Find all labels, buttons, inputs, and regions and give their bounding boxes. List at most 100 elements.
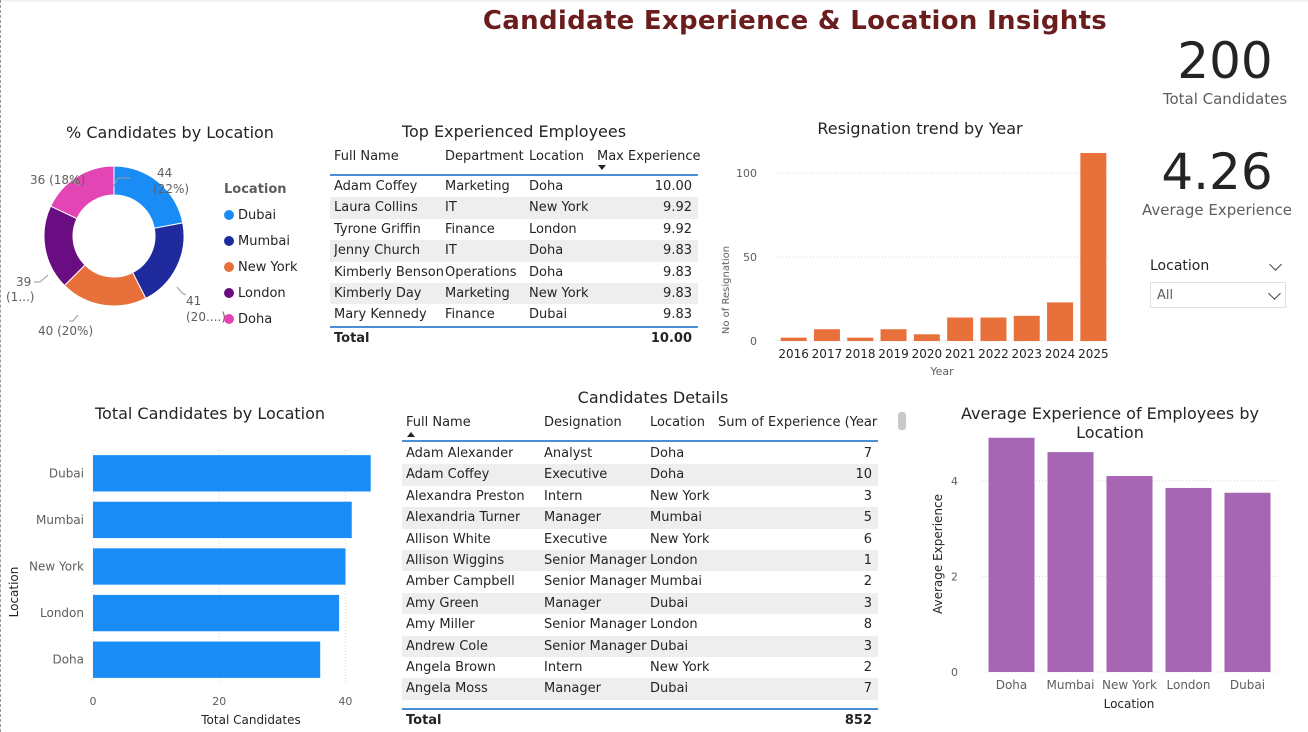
x-tick-label: 2018	[845, 347, 876, 361]
legend-dot-icon	[224, 262, 234, 272]
table-row[interactable]: Adam Coffey Executive Doha 10	[402, 464, 878, 486]
donut-chart[interactable]: 44 (22%) 41 (20....) 40 (20%) 39 (1...) …	[0, 150, 320, 350]
table-cell: Intern	[544, 660, 583, 675]
legend-dot-icon	[224, 288, 234, 298]
bar-2021[interactable]	[947, 317, 974, 341]
bar-london[interactable]	[93, 594, 340, 632]
table-row[interactable]: Tyrone Griffin Finance London 9.92	[330, 219, 698, 240]
bar-2022[interactable]	[980, 317, 1007, 341]
bar-2023[interactable]	[1013, 315, 1040, 341]
legend-item-new-york[interactable]: New York	[224, 254, 314, 280]
bar-doha[interactable]	[988, 437, 1035, 672]
table-row[interactable]: Andrew Cole Senior Manager Dubai 3	[402, 635, 878, 657]
column-header-full-name[interactable]: Full Name	[406, 415, 471, 430]
bar-dubai[interactable]	[1224, 492, 1271, 672]
table-cell: Senior Manager	[544, 617, 647, 633]
average-experience-card[interactable]: 4.26 Average Experience	[1142, 143, 1292, 219]
table-row[interactable]: Laura Collins IT New York 9.92	[330, 197, 698, 219]
legend-label: Mumbai	[238, 233, 290, 249]
sort-ascending-icon[interactable]	[407, 432, 415, 437]
column-header-location[interactable]: Location	[529, 149, 584, 164]
location-slicer[interactable]: Location All	[1150, 256, 1286, 308]
total-by-location-chart[interactable]: Location Total Candidates 0 20 40 Dubai Mumb…	[0, 430, 390, 730]
donut-label-mumbai-pct: (20....)	[186, 310, 226, 324]
bar-new-york[interactable]	[1106, 476, 1153, 672]
column-header-full-name[interactable]: Full Name	[334, 149, 399, 164]
report-title: Candidate Experience & Location Insights	[482, 6, 1108, 36]
total-label: Total	[334, 331, 370, 346]
table-row[interactable]: Adam Coffey Marketing Doha 10.00	[330, 176, 698, 197]
legend-item-dubai[interactable]: Dubai	[224, 202, 314, 228]
legend-item-mumbai[interactable]: Mumbai	[224, 228, 314, 254]
top-frame-line	[0, 0, 1308, 2]
donut-slice-doha[interactable]	[49, 165, 115, 220]
table-row[interactable]: Allison Wiggins Senior Manager London 1	[402, 550, 878, 572]
bar-2019[interactable]	[880, 329, 907, 341]
donut-leader-line	[70, 180, 81, 187]
table-cell: Adam Alexander	[406, 446, 514, 461]
top-experienced-table[interactable]: Full Name Department Location Max Experi…	[330, 146, 701, 346]
table-row[interactable]: Amy Miller Senior Manager London 8	[402, 614, 878, 635]
column-header-sum-experience[interactable]: Sum of Experience (Years)	[718, 415, 878, 430]
table-row[interactable]: Kimberly Benson Operations Doha 9.83	[330, 262, 698, 283]
bar-london[interactable]	[1165, 487, 1212, 672]
bar-mumbai[interactable]	[93, 501, 352, 539]
y-tick-label: 0	[750, 335, 757, 348]
legend-item-london[interactable]: London	[224, 280, 314, 306]
column-header-location[interactable]: Location	[650, 415, 705, 430]
table-cell: Intern	[544, 488, 583, 504]
bar-new-york[interactable]	[93, 548, 346, 585]
legend-dot-icon	[224, 210, 234, 220]
bar-2017[interactable]	[813, 329, 840, 341]
location-slicer-dropdown[interactable]: All	[1150, 282, 1286, 308]
donut-legend-title: Location	[224, 182, 287, 197]
table-row[interactable]: Alexandra Preston Intern New York 3	[402, 486, 878, 507]
table-row[interactable]: Amy Green Manager Dubai 3	[402, 592, 878, 615]
column-header-designation[interactable]: Designation	[544, 415, 622, 430]
bar-2018[interactable]	[847, 337, 874, 341]
table-cell: Mumbai	[650, 574, 702, 590]
x-tick-label: 2019	[878, 347, 909, 361]
bar-2016[interactable]	[780, 337, 807, 341]
bar-dubai[interactable]	[93, 455, 371, 492]
chevron-down-icon[interactable]	[1269, 257, 1282, 271]
table-row[interactable]: Angela Brown Intern New York 2	[402, 657, 878, 678]
donut-slice-dubai[interactable]	[113, 165, 184, 229]
bar-2024[interactable]	[1047, 302, 1074, 341]
table-cell: 3	[863, 488, 872, 504]
table-row[interactable]: Amber Campbell Senior Manager Mumbai 2	[402, 571, 878, 592]
bar-doha[interactable]	[93, 641, 321, 678]
table-cell: Manager	[544, 510, 601, 526]
table-row[interactable]: Alexandria Turner Manager Mumbai 5	[402, 507, 878, 529]
donut-label-dubai-pct: (22%)	[153, 182, 189, 196]
table-cell: Executive	[544, 467, 608, 483]
donut-label-london-value: 39	[16, 275, 31, 289]
table-cell: Kimberly Day	[334, 286, 422, 301]
table-row[interactable]: Kimberly Day Marketing New York 9.83	[330, 283, 698, 305]
legend-label: London	[238, 285, 286, 301]
donut-label-mumbai-value: 41	[186, 294, 201, 308]
details-table-scrollbar[interactable]	[898, 412, 906, 430]
sort-descending-icon[interactable]	[598, 165, 606, 170]
table-row[interactable]: Mary Kennedy Finance Dubai 9.83	[330, 304, 698, 325]
column-header-max-experience[interactable]: Max Experience	[597, 149, 701, 164]
table-cell: Allison Wiggins	[406, 553, 505, 568]
table-row[interactable]: Adam Alexander Analyst Doha 7	[402, 443, 878, 464]
avg-experience-chart[interactable]: Average Experience Location 0 2 4 Doha Mumba…	[920, 428, 1300, 728]
table-cell: Allison White	[406, 531, 491, 547]
table-row[interactable]: Jenny Church IT Doha 9.83	[330, 240, 698, 262]
total-candidates-card[interactable]: 200 Total Candidates	[1150, 32, 1300, 108]
table-cell: Doha	[650, 446, 685, 461]
bar-2025[interactable]	[1080, 153, 1107, 341]
legend-item-doha[interactable]: Doha	[224, 306, 314, 332]
table-cell: Dubai	[650, 638, 689, 654]
bar-2020[interactable]	[913, 334, 940, 341]
table-cell: Executive	[544, 531, 608, 547]
table-row[interactable]: Allison White Executive New York 6	[402, 529, 878, 550]
x-tick-label: 2025	[1078, 347, 1109, 361]
bar-mumbai[interactable]	[1047, 452, 1094, 672]
table-row[interactable]: Angela Moss Manager Dubai 7	[402, 678, 878, 700]
candidates-details-table[interactable]: Full Name Designation Location Sum of Ex…	[402, 412, 878, 730]
column-header-department[interactable]: Department	[445, 149, 524, 164]
